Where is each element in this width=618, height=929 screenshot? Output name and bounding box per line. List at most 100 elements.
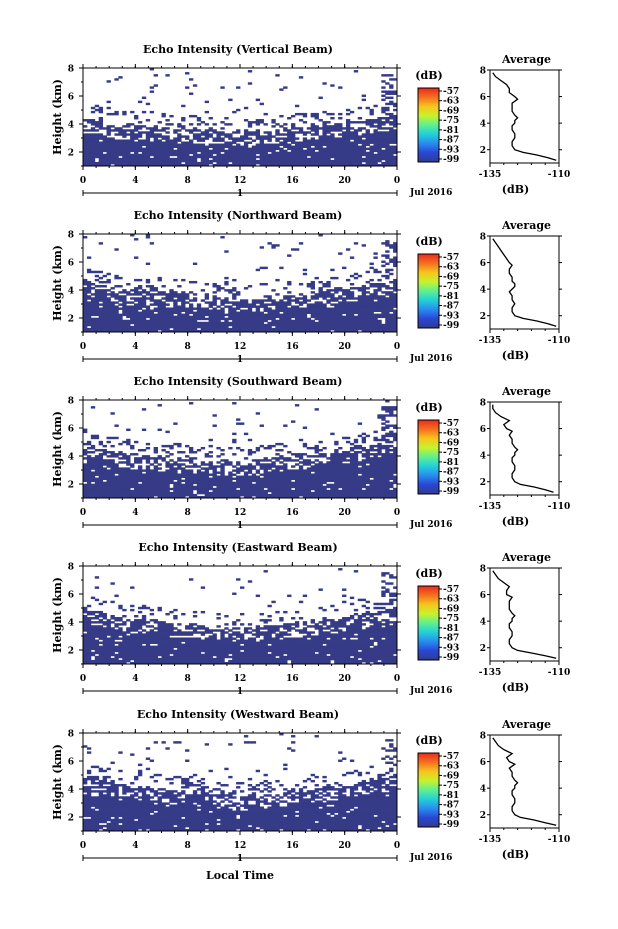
echo-cell bbox=[365, 485, 370, 489]
echo-cell bbox=[94, 305, 100, 308]
echo-cell bbox=[330, 469, 335, 472]
echo-cell bbox=[126, 315, 131, 319]
echo-cell bbox=[361, 455, 367, 458]
echo-cell bbox=[228, 147, 233, 151]
echo-cell bbox=[232, 483, 237, 487]
echo-cell bbox=[330, 293, 335, 296]
echo-cell bbox=[126, 489, 131, 493]
echo-cell bbox=[224, 459, 229, 462]
echo-cell bbox=[357, 475, 363, 478]
echo-cell bbox=[377, 143, 382, 146]
echo-cell bbox=[385, 74, 390, 77]
echo-cell bbox=[240, 491, 245, 495]
echo-cell bbox=[106, 289, 111, 292]
echo-cell bbox=[389, 461, 394, 464]
echo-cell bbox=[110, 151, 115, 155]
echo-cell bbox=[361, 244, 367, 247]
echo-cell bbox=[381, 139, 386, 142]
echo-cell bbox=[322, 291, 327, 294]
echo-cell bbox=[98, 475, 104, 478]
echo-cell bbox=[275, 301, 280, 304]
echo-cell bbox=[361, 438, 367, 442]
echo-cell bbox=[259, 283, 264, 286]
echo-cell bbox=[86, 327, 92, 331]
echo-cell bbox=[177, 135, 182, 138]
echo-cell bbox=[130, 491, 135, 495]
echo-cell bbox=[275, 493, 280, 497]
echo-cell bbox=[137, 459, 143, 462]
echo-cell bbox=[259, 489, 264, 493]
echo-cell bbox=[110, 481, 115, 485]
echo-cell bbox=[208, 327, 213, 331]
echo-cell bbox=[361, 94, 367, 97]
echo-cell bbox=[141, 317, 147, 321]
echo-cell bbox=[122, 313, 127, 317]
echo-cell bbox=[271, 317, 276, 321]
echo-cell bbox=[389, 129, 394, 132]
echo-cell bbox=[369, 139, 374, 142]
echo-cell bbox=[342, 145, 347, 149]
echo-cell bbox=[232, 453, 237, 456]
echo-cell bbox=[385, 112, 390, 116]
echo-cell bbox=[130, 163, 135, 166]
echo-cell bbox=[342, 483, 347, 487]
echo-cell bbox=[389, 246, 394, 249]
echo-cell bbox=[291, 114, 296, 118]
echo-cell bbox=[90, 305, 96, 308]
echo-cell bbox=[381, 434, 386, 438]
echo-cell bbox=[196, 153, 202, 157]
echo-cell bbox=[161, 479, 166, 483]
echo-cell bbox=[161, 305, 166, 308]
echo-cell bbox=[306, 471, 312, 474]
echo-cell bbox=[393, 295, 397, 298]
echo-cell bbox=[102, 315, 107, 319]
echo-cell bbox=[279, 317, 284, 321]
echo-cell bbox=[145, 483, 151, 487]
echo-cell bbox=[165, 141, 170, 144]
echo-cell bbox=[349, 157, 355, 161]
echo-cell bbox=[192, 463, 198, 466]
echo-cell bbox=[259, 483, 264, 487]
echo-cell bbox=[98, 309, 104, 312]
echo-cell bbox=[310, 137, 315, 140]
echo-cell bbox=[228, 323, 233, 327]
echo-cell bbox=[393, 455, 397, 458]
echo-cell bbox=[287, 163, 292, 166]
echo-cell bbox=[283, 459, 288, 462]
echo-cell bbox=[314, 297, 319, 300]
echo-cell bbox=[271, 477, 276, 481]
echo-cell bbox=[126, 161, 131, 165]
echo-cell bbox=[318, 234, 323, 237]
echo-cell bbox=[357, 483, 363, 487]
echo-cell bbox=[322, 315, 327, 319]
echo-cell bbox=[196, 133, 202, 136]
echo-cell bbox=[385, 274, 390, 278]
echo-cell bbox=[342, 493, 347, 497]
echo-cell bbox=[283, 477, 288, 481]
echo-cell bbox=[110, 469, 115, 472]
echo-cell bbox=[322, 329, 327, 332]
echo-cell bbox=[122, 485, 127, 489]
echo-cell bbox=[389, 406, 394, 409]
echo-cell bbox=[349, 307, 355, 310]
echo-cell bbox=[90, 141, 96, 144]
echo-cell bbox=[192, 143, 198, 146]
echo-cell bbox=[86, 307, 92, 310]
echo-cell bbox=[369, 473, 374, 476]
echo-cell bbox=[126, 493, 131, 497]
echo-cell bbox=[157, 141, 162, 144]
echo-cell bbox=[247, 327, 253, 331]
echo-cell bbox=[110, 149, 115, 153]
heatmap-ytick-label: 8 bbox=[68, 65, 74, 75]
echo-cell bbox=[118, 313, 123, 317]
echo-cell bbox=[357, 159, 363, 163]
echo-cell bbox=[173, 493, 178, 497]
echo-cell bbox=[389, 491, 394, 495]
echo-cell bbox=[291, 131, 296, 134]
echo-cell bbox=[243, 319, 249, 323]
echo-cell bbox=[385, 489, 390, 493]
echo-cell bbox=[224, 477, 229, 481]
echo-cell bbox=[228, 145, 233, 149]
echo-cell bbox=[389, 287, 394, 290]
